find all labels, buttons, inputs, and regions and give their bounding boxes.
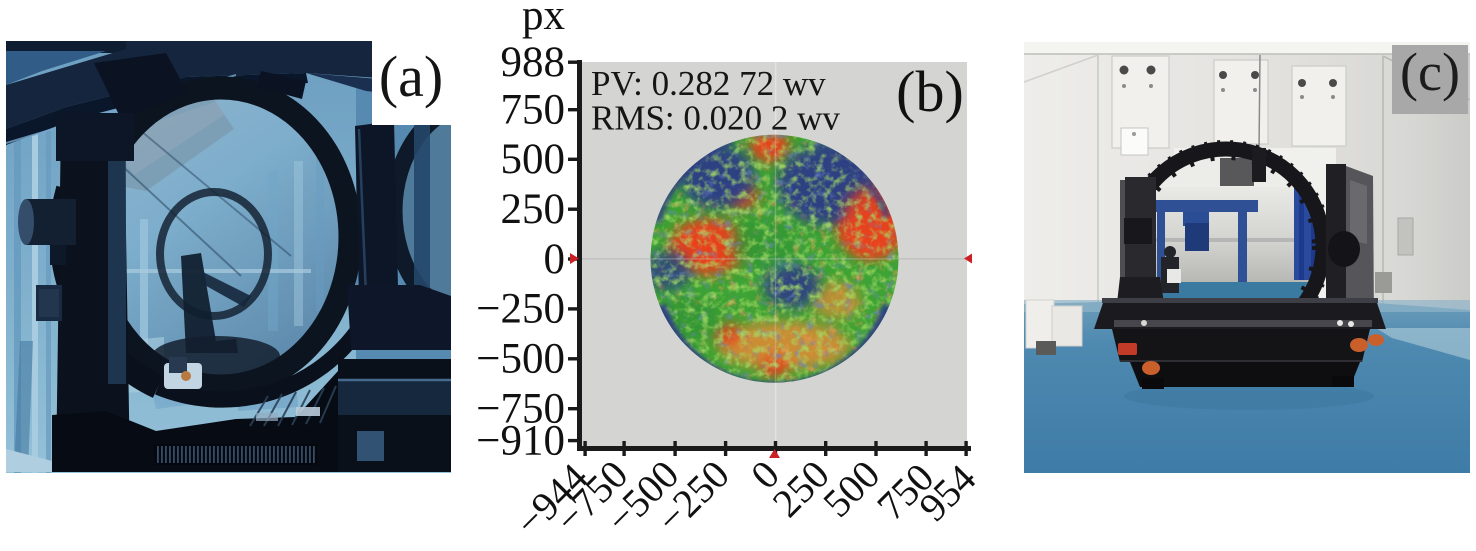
svg-text:−910: −910: [476, 417, 565, 464]
svg-text:−250: −250: [476, 286, 565, 333]
svg-text:(a): (a): [379, 44, 443, 109]
svg-text:(b): (b): [896, 59, 964, 124]
svg-text:988: 988: [501, 39, 566, 86]
svg-text:250: 250: [501, 186, 566, 233]
svg-text:500: 500: [501, 136, 566, 183]
svg-text:PV: 0.282 72 wv: PV: 0.282 72 wv: [591, 64, 826, 103]
svg-text:RMS: 0.020 2 wv: RMS: 0.020 2 wv: [591, 99, 840, 138]
svg-text:−500: −500: [476, 336, 565, 383]
svg-text:px: px: [522, 0, 565, 39]
svg-text:(c): (c): [1400, 42, 1460, 102]
svg-text:750: 750: [501, 87, 566, 134]
svg-text:0: 0: [544, 236, 566, 283]
svg-text:−750: −750: [476, 386, 565, 433]
